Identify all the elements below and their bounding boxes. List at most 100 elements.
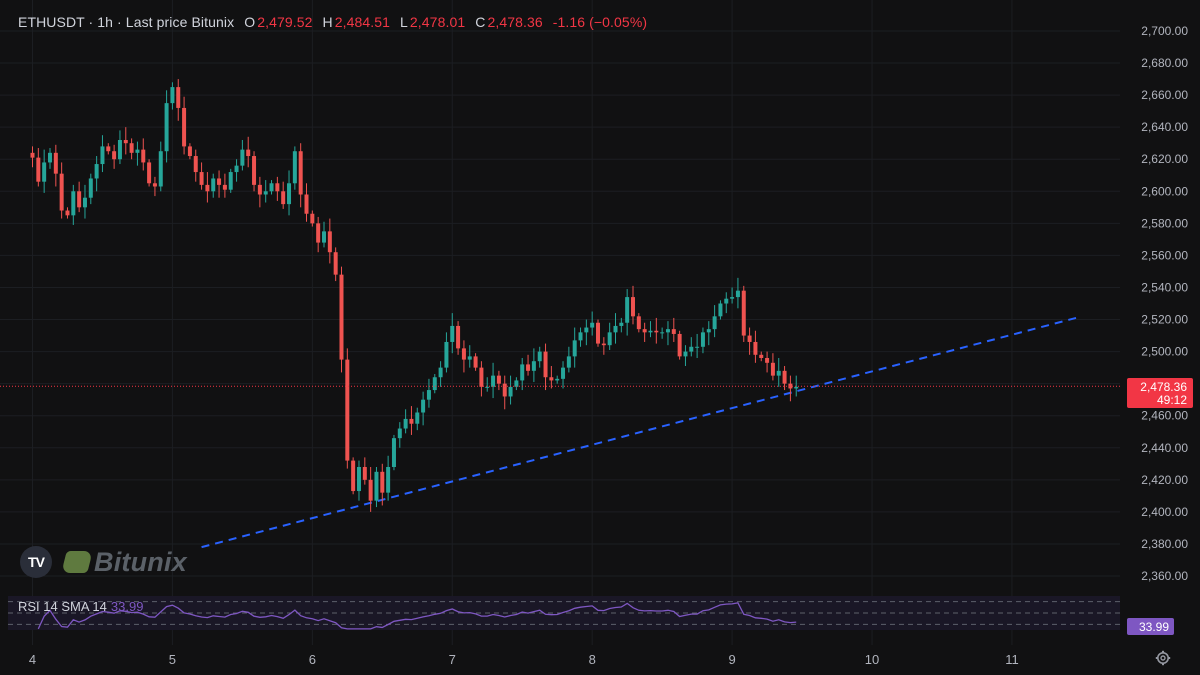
rsi-label: RSI 14 SMA 14	[18, 599, 107, 614]
candle-body	[339, 274, 344, 360]
trendline-dashed	[201, 316, 1077, 549]
time-axis[interactable]: 4 5 6 7 8 9 10 11	[29, 652, 1019, 667]
time-tick-label: 9	[728, 652, 735, 667]
candle-body	[240, 149, 245, 166]
candle-countdown: 49:12	[1157, 393, 1187, 407]
candle-body	[147, 162, 152, 184]
candle-body	[391, 438, 396, 467]
candle-body	[660, 332, 665, 334]
candle-body	[94, 164, 99, 179]
price-tick-label: 2,640.00	[1141, 120, 1188, 134]
rsi-legend[interactable]: RSI 14 SMA 14 33.99	[18, 599, 143, 614]
candle-body	[485, 386, 490, 388]
candle-body	[304, 194, 309, 214]
candle-body	[292, 151, 297, 184]
time-tick-label: 7	[449, 652, 456, 667]
candle-body	[30, 152, 35, 158]
candle-body	[228, 172, 233, 190]
candle-body	[252, 156, 257, 185]
candle-body	[129, 143, 134, 153]
candle-body	[409, 418, 414, 424]
candle-body	[322, 231, 326, 243]
candle-body	[788, 383, 793, 389]
candle-body	[415, 412, 420, 424]
candle-body	[508, 386, 513, 397]
candle-body	[380, 471, 385, 493]
candle-body	[596, 322, 601, 344]
price-tick-label: 2,600.00	[1141, 184, 1188, 198]
candle-body	[199, 172, 204, 185]
price-tick-label: 2,700.00	[1141, 24, 1188, 38]
candle-body	[164, 103, 169, 152]
candle-body	[700, 332, 705, 347]
candlestick-series	[30, 79, 799, 512]
candle-body	[613, 325, 618, 333]
candle-body	[601, 343, 606, 346]
candle-body	[135, 149, 140, 153]
candle-body	[106, 146, 111, 152]
rsi-pane[interactable]	[8, 596, 1120, 630]
candle-body	[607, 332, 612, 346]
open-label: O	[244, 14, 256, 30]
candle-body	[770, 362, 775, 376]
candle-body	[561, 367, 566, 379]
candle-body	[671, 329, 676, 334]
candle-body	[82, 197, 87, 208]
candle-body	[281, 191, 286, 205]
candle-body	[217, 178, 222, 185]
symbol-title[interactable]: ETHUSDT · 1h · Last price Bitunix	[18, 14, 235, 30]
candle-body	[496, 375, 501, 384]
candle-body	[316, 223, 321, 243]
low-label: L	[400, 14, 408, 30]
candle-body	[403, 418, 408, 429]
candle-body	[467, 356, 472, 360]
candle-body	[735, 290, 740, 298]
candle-body	[741, 290, 746, 336]
trendline[interactable]	[201, 316, 1077, 549]
candle-body	[362, 467, 367, 480]
candle-body	[566, 356, 571, 368]
candle-body	[36, 157, 41, 182]
open-value: 2,479.52	[257, 14, 313, 30]
candle-body	[549, 377, 554, 381]
candle-body	[543, 351, 548, 378]
candle-body	[77, 191, 82, 208]
watermark-logo: TV Bitunix	[20, 546, 187, 578]
candle-body	[152, 183, 157, 187]
candle-body	[345, 359, 350, 461]
gear-icon[interactable]	[1155, 650, 1171, 666]
candle-body	[257, 184, 262, 195]
symbol-legend[interactable]: ETHUSDT · 1h · Last price Bitunix O 2,479…	[18, 14, 647, 30]
candle-body	[432, 377, 437, 391]
price-tick-label: 2,660.00	[1141, 88, 1188, 102]
candle-body	[42, 162, 47, 182]
candle-body	[724, 298, 729, 304]
last-price-tag: 2,478.36 49:12	[1127, 378, 1193, 408]
price-axis[interactable]: 2,700.00 2,680.00 2,660.00 2,640.00 2,620.00…	[1141, 24, 1188, 583]
candle-body	[456, 325, 461, 349]
candle-body	[100, 146, 105, 165]
tradingview-logo-icon: TV	[20, 546, 52, 578]
candle-body	[187, 146, 192, 157]
close-label: C	[475, 14, 486, 30]
time-tick-label: 6	[309, 652, 316, 667]
candle-body	[683, 351, 688, 357]
candle-body	[782, 370, 787, 384]
candle-body	[65, 210, 70, 216]
candle-body	[765, 358, 770, 363]
candle-body	[502, 383, 507, 397]
candle-body	[117, 140, 122, 160]
candle-body	[333, 252, 338, 275]
candle-body	[182, 107, 187, 147]
candle-body	[689, 346, 694, 352]
price-tick-label: 2,440.00	[1141, 441, 1188, 455]
candle-body	[654, 330, 659, 333]
candle-body	[397, 428, 402, 439]
candle-body	[374, 471, 379, 501]
candle-body	[584, 327, 589, 333]
candle-body	[753, 341, 758, 355]
rsi-legend-value: 33.99	[110, 599, 144, 614]
candle-body	[158, 151, 163, 187]
candle-body	[520, 364, 525, 381]
